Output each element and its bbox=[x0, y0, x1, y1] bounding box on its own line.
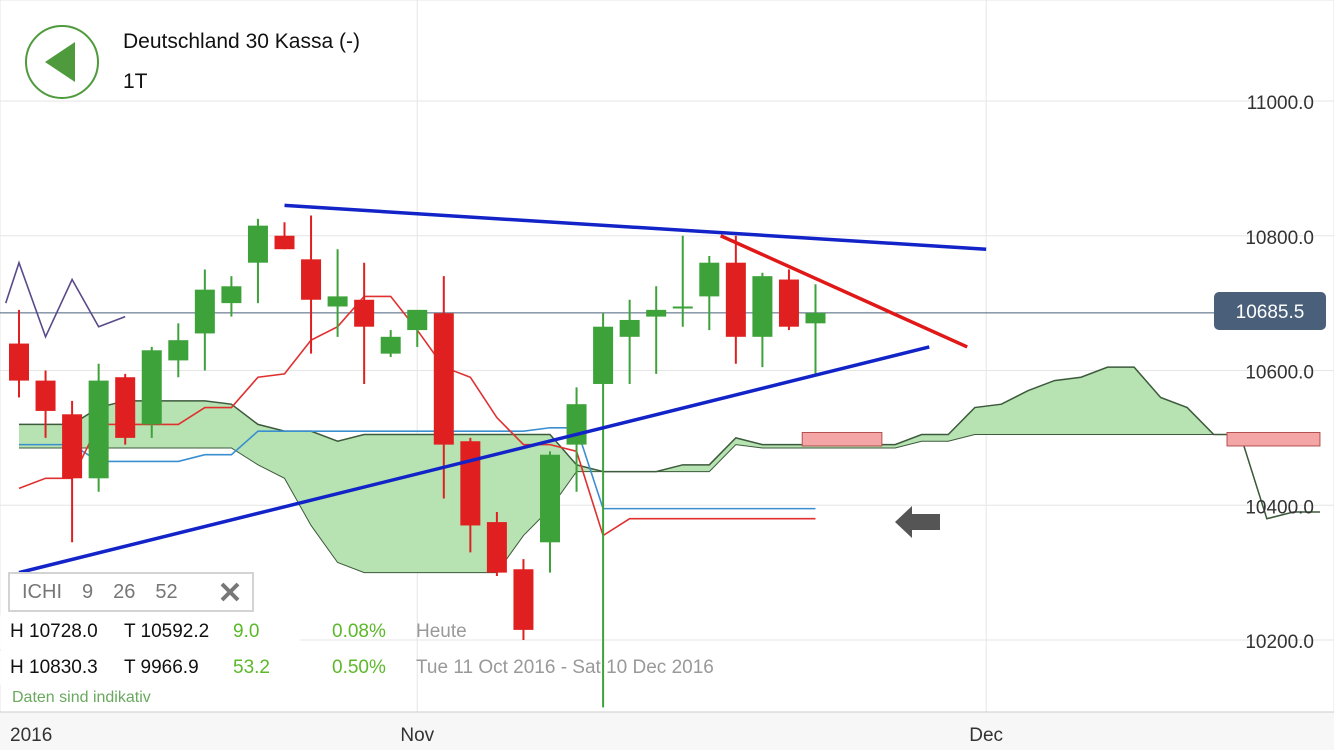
y-tick-label: 10800.0 bbox=[1245, 228, 1314, 249]
y-tick-label: 10600.0 bbox=[1245, 363, 1314, 384]
kijun-sen-line bbox=[19, 426, 816, 510]
candle-body bbox=[433, 313, 454, 445]
stat-pct: 0.50% bbox=[332, 657, 386, 678]
stat-label: Tue 11 Oct 2016 - Sat 10 Dec 2016 bbox=[416, 657, 714, 678]
indicator-param-3: 52 bbox=[155, 580, 178, 603]
arrow-left-icon bbox=[895, 506, 940, 538]
candle-body bbox=[62, 414, 83, 479]
candle-body bbox=[672, 306, 693, 309]
x-tick-label: 2016 bbox=[10, 725, 52, 746]
stat-low: T 9966.9 bbox=[124, 657, 199, 678]
candle-body bbox=[460, 441, 481, 526]
ichimoku-cloud bbox=[19, 366, 1321, 574]
indicator-param-2: 26 bbox=[113, 580, 136, 603]
cloud-bear-segment bbox=[1226, 431, 1321, 447]
y-tick-label: 11000.0 bbox=[1247, 93, 1314, 114]
current-price-badge: 10685.5 bbox=[1214, 292, 1326, 330]
stat-change: 53.2 bbox=[233, 657, 270, 678]
indicator-param-1: 9 bbox=[82, 580, 94, 603]
candle-body bbox=[194, 289, 215, 334]
back-button[interactable] bbox=[25, 25, 99, 99]
candle-body bbox=[778, 279, 799, 327]
candle-body bbox=[327, 296, 348, 307]
trendline-upper bbox=[284, 203, 987, 251]
candle-body bbox=[513, 569, 534, 630]
disclaimer: Daten sind indikativ bbox=[12, 689, 151, 706]
stat-pct: 0.08% bbox=[332, 621, 386, 642]
cloud-area bbox=[19, 367, 1320, 573]
candle-body bbox=[141, 350, 162, 425]
candle-body bbox=[35, 380, 56, 411]
trendlines bbox=[18, 203, 987, 575]
candle-body bbox=[274, 235, 295, 250]
candle-body bbox=[380, 336, 401, 354]
candle-body bbox=[88, 380, 109, 479]
trendline-lower bbox=[18, 345, 930, 575]
instrument-title: Deutschland 30 Kassa (-) bbox=[123, 30, 360, 53]
candle-body bbox=[247, 225, 268, 263]
cloud-bear-segment bbox=[801, 431, 883, 447]
senkou-span-a bbox=[19, 366, 1320, 520]
chikou-span-line bbox=[4, 260, 126, 339]
axes: 11000.0 10800.0 10600.0 10400.0 10200.0 2016 N… bbox=[0, 93, 1334, 750]
stat-label: Heute bbox=[416, 621, 467, 642]
indicator-name: ICHI bbox=[22, 580, 62, 603]
stat-high: H 10830.3 bbox=[10, 657, 98, 678]
candle-body bbox=[566, 404, 587, 445]
y-tick-label: 10200.0 bbox=[1245, 632, 1314, 653]
candle-body bbox=[619, 319, 640, 337]
trendline-resistance bbox=[719, 234, 968, 349]
x-tick-label: Nov bbox=[400, 725, 434, 746]
x-axis-band bbox=[0, 712, 1334, 750]
stat-low: T 10592.2 bbox=[124, 621, 210, 642]
candle-body bbox=[221, 286, 242, 304]
candle-body bbox=[725, 262, 746, 337]
triangle-left-icon bbox=[45, 42, 75, 82]
current-price-value: 10685.5 bbox=[1236, 302, 1305, 323]
indicator-panel[interactable]: ICHI 9 26 52 bbox=[8, 572, 254, 612]
candle-body bbox=[540, 454, 560, 543]
stat-high: H 10728.0 bbox=[10, 621, 98, 642]
stats-row-range: H 10830.3 T 9966.9 53.2 0.50% Tue 11 Oct… bbox=[0, 651, 1334, 685]
candle-body bbox=[354, 299, 375, 327]
candle-body bbox=[115, 377, 136, 438]
candle-body bbox=[9, 343, 29, 381]
close-x-icon[interactable] bbox=[218, 580, 242, 604]
x-tick-label: Dec bbox=[969, 725, 1003, 746]
stats-row-today: H 10728.0 T 10592.2 9.0 0.08% Heute bbox=[0, 615, 1334, 649]
stat-change: 9.0 bbox=[233, 621, 260, 642]
candle-body bbox=[805, 312, 826, 324]
y-tick-label: 10400.0 bbox=[1245, 497, 1314, 518]
timeframe-label: 1T bbox=[123, 70, 148, 93]
candle-body bbox=[486, 522, 507, 573]
candlesticks bbox=[9, 215, 826, 708]
candle-body bbox=[699, 262, 720, 297]
candle-body bbox=[301, 259, 322, 300]
candle-body bbox=[168, 340, 189, 361]
candle-body bbox=[646, 309, 667, 317]
candle-body bbox=[407, 309, 428, 331]
candle-body bbox=[752, 276, 773, 337]
candle-body bbox=[593, 326, 614, 384]
